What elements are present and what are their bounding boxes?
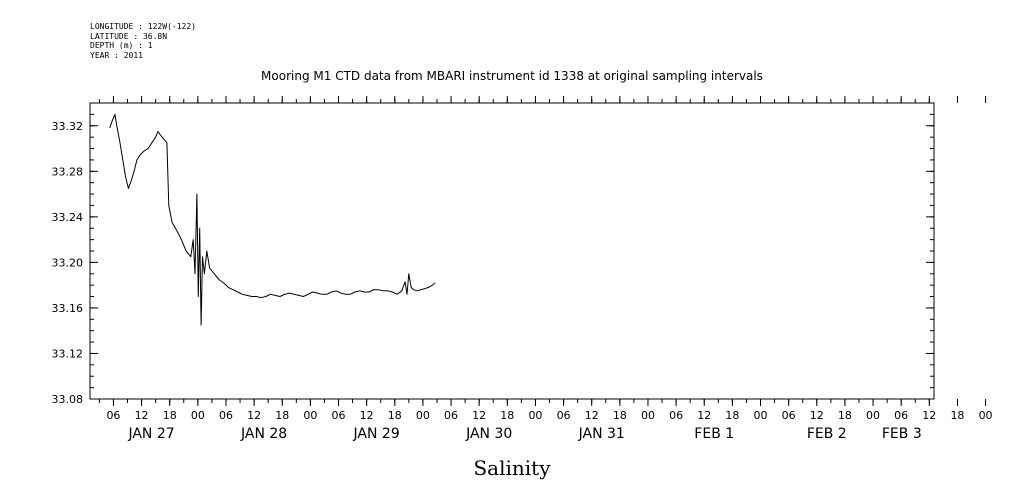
latitude-label: LATITUDE : 36.8N: [90, 31, 168, 41]
x-tick-label: 00: [979, 409, 993, 422]
x-tick-label: 00: [416, 409, 430, 422]
x-tick-label: 00: [866, 409, 880, 422]
x-axis: 06 12 18 00 06 12 18 00 06 12 18 00 06 12 18 00 06 12 18 00…: [98, 96, 993, 422]
x-tick-label: 00: [303, 409, 317, 422]
x-axis-label: Salinity: [473, 456, 551, 480]
x-date-label: FEB 1: [694, 426, 734, 442]
x-tick-label: 12: [360, 409, 374, 422]
x-tick-label: 18: [163, 409, 177, 422]
y-tick-label: 33.12: [52, 347, 84, 360]
x-tick-label: 18: [725, 409, 739, 422]
x-tick-label: 12: [810, 409, 824, 422]
x-tick-label: 00: [641, 409, 655, 422]
chart-title: Mooring M1 CTD data from MBARI instrumen…: [261, 69, 763, 83]
x-tick-label: 12: [922, 409, 936, 422]
x-tick-label: 00: [528, 409, 542, 422]
plot-frame: [89, 102, 935, 400]
x-tick-label: 12: [472, 409, 486, 422]
x-tick-label: 18: [500, 409, 514, 422]
x-tick-label: 18: [388, 409, 402, 422]
x-tick-label: 12: [697, 409, 711, 422]
x-date-label: JAN 31: [578, 426, 625, 442]
x-tick-label: 00: [191, 409, 205, 422]
y-tick-label: 33.24: [52, 211, 84, 224]
x-date-label: FEB 2: [807, 426, 847, 442]
x-tick-label: 06: [332, 409, 346, 422]
x-tick-label: 06: [219, 409, 233, 422]
x-date-label: JAN 30: [465, 426, 512, 442]
longitude-label: LONGITUDE : 122W(-122): [90, 22, 196, 31]
x-tick-label: 18: [275, 409, 289, 422]
metadata-block: LONGITUDE : 122W(-122) LATITUDE : 36.8N …: [90, 22, 196, 60]
x-tick-label: 18: [613, 409, 627, 422]
x-tick-label: 18: [838, 409, 852, 422]
x-tick-label: 06: [106, 409, 120, 422]
y-axis: 33.08 33.12 33.16 33.20 33.24 33.28 33.32: [52, 102, 934, 406]
x-date-label: JAN 28: [240, 426, 287, 442]
date-labels: JAN 27 JAN 28 JAN 29 JAN 30 JAN 31 FEB 1 FEB 2…: [127, 426, 921, 442]
x-tick-label: 06: [444, 409, 458, 422]
x-tick-label: 06: [894, 409, 908, 422]
x-date-label: JAN 29: [353, 426, 400, 442]
y-tick-label: 33.16: [52, 302, 84, 315]
x-date-label: FEB 3: [882, 426, 922, 442]
x-tick-label: 12: [135, 409, 149, 422]
year-label: YEAR : 2011: [90, 50, 143, 60]
y-tick-label: 33.08: [52, 393, 84, 406]
x-tick-label: 00: [754, 409, 768, 422]
x-tick-label: 06: [669, 409, 683, 422]
y-tick-label: 33.28: [52, 165, 84, 178]
salinity-line: [109, 113, 436, 326]
x-date-label: JAN 27: [127, 426, 174, 442]
x-tick-label: 12: [247, 409, 261, 422]
series-layer: [109, 113, 436, 326]
x-tick-label: 06: [557, 409, 571, 422]
y-tick-label: 33.20: [52, 256, 84, 269]
depth-label: DEPTH (m) : 1: [90, 41, 153, 50]
x-tick-label: 18: [950, 409, 964, 422]
y-tick-label: 33.32: [52, 120, 84, 133]
x-tick-label: 06: [782, 409, 796, 422]
x-tick-label: 12: [585, 409, 599, 422]
